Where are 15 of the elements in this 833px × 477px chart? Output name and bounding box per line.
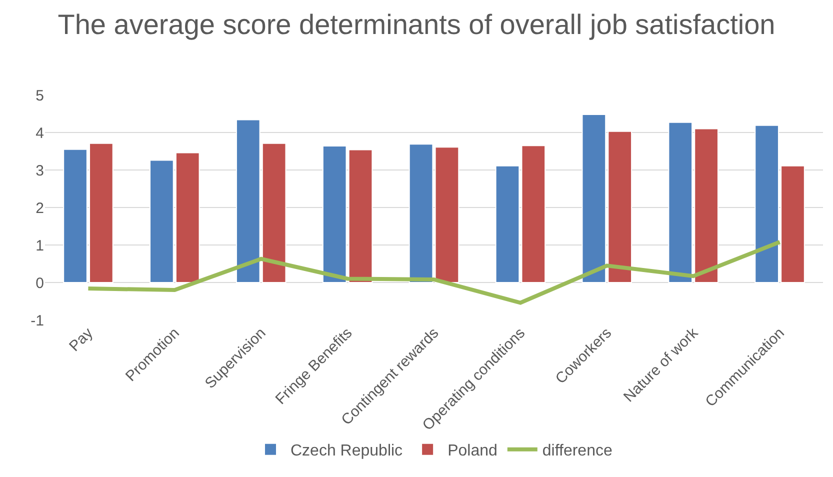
y-tick-label: 5 [36,87,44,104]
y-tick-label: 2 [36,200,44,217]
line-series [86,240,782,305]
y-tick-label: 3 [36,162,44,180]
y-tick-label: 4 [36,124,44,142]
y-tick-label: 1 [36,237,44,254]
chart-title: The average score determinants of overall job satisfaction [58,8,776,40]
y-tick-label: 0 [36,274,44,292]
bar [408,144,434,283]
y-tick-label: -1 [30,312,44,330]
bar [434,146,460,283]
legend-label: difference [542,442,612,460]
legend-label: Czech Republic [290,442,403,460]
legend-label: Poland [448,442,498,460]
x-tick-label: Pay [66,324,97,355]
